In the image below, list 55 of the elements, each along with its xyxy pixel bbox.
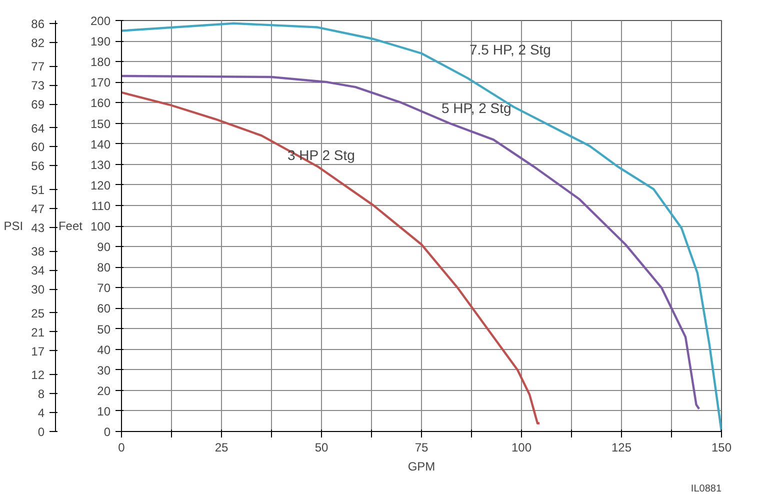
- y2-tick-label: 30: [31, 282, 45, 297]
- y-tick-label: 190: [90, 34, 111, 49]
- y-tick-label: 130: [90, 158, 111, 172]
- y-tick-label: 140: [90, 137, 111, 152]
- y2-tick-label: 8: [38, 387, 45, 402]
- y2-tick-label: 4: [38, 406, 45, 420]
- y-tick-label: 40: [97, 342, 111, 357]
- x-tick-label: 75: [414, 440, 428, 454]
- y-tick-label: 100: [90, 220, 111, 234]
- y-tick-label: 10: [97, 404, 111, 418]
- x-tick-label: 25: [214, 440, 228, 454]
- y2-tick-label: 51: [31, 182, 45, 197]
- y2-tick-label: 69: [31, 98, 45, 112]
- y-tick-label: 70: [97, 281, 111, 296]
- y2-tick-label: 64: [31, 121, 45, 136]
- y2-tick-label: 34: [31, 264, 45, 278]
- y-tick-label: 160: [90, 96, 111, 110]
- x-tick-label: 50: [314, 440, 328, 454]
- y-tick-label: 80: [97, 260, 111, 275]
- x-tick-label: 100: [511, 440, 532, 454]
- y2-tick-label: 86: [31, 16, 45, 31]
- y2-tick-label: 60: [31, 140, 45, 154]
- y2-tick-label: 38: [31, 244, 45, 259]
- x-tick-label: 125: [611, 440, 632, 454]
- y2-tick-label: 17: [31, 344, 45, 358]
- y2-tick-label: 82: [31, 36, 45, 50]
- y-tick-label: 170: [90, 76, 111, 90]
- x-tick-label: 150: [711, 440, 732, 454]
- y2-tick-label: 21: [31, 325, 45, 340]
- line-series: [122, 74, 700, 410]
- y2-tick-label: 77: [31, 60, 45, 74]
- y2-tick-label: 0: [38, 425, 45, 439]
- line-series: [122, 91, 541, 424]
- y-tick-label: 60: [97, 302, 111, 316]
- y-tick-label: 50: [97, 322, 111, 336]
- y2-tick-label: 56: [31, 159, 45, 174]
- y-tick-label: 150: [90, 116, 111, 131]
- y-tick-label: 120: [90, 178, 111, 192]
- y-axis-title: Feet: [58, 219, 84, 233]
- y2-tick-label: 43: [31, 220, 45, 235]
- y2-tick-label: 25: [31, 306, 45, 320]
- y-tick-label: 110: [91, 198, 111, 213]
- y2-axis-title: PSI: [4, 219, 24, 233]
- y-tick-label: 90: [97, 240, 111, 254]
- y-tick-label: 180: [90, 55, 111, 70]
- text: IL0881: [690, 484, 722, 494]
- y-tick-label: 30: [97, 363, 111, 378]
- y-tick-label: 20: [97, 384, 111, 398]
- y2-tick-label: 73: [31, 78, 45, 93]
- y-tick-label: 200: [90, 14, 111, 28]
- x-tick-label: 0: [118, 440, 126, 454]
- y2-tick-label: 12: [31, 368, 45, 382]
- y2-tick-label: 47: [31, 202, 45, 216]
- x-axis-title: GPM: [408, 460, 436, 474]
- y-tick-label: 0: [104, 425, 111, 439]
